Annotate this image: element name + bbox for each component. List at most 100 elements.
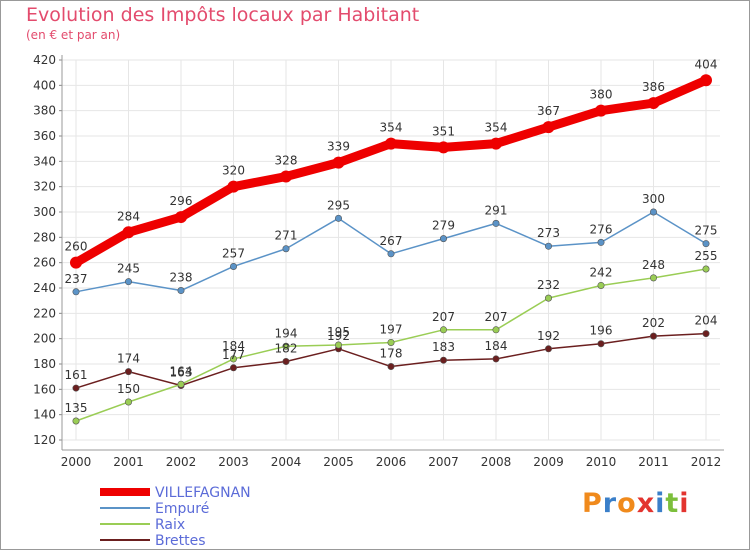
series: [70, 74, 712, 425]
data-label-brettes: 184: [485, 339, 508, 353]
y-tick-label: 260: [33, 256, 56, 270]
axes: 120 140 160 180 200 220 240 260 280 300 320 340 360 3…: [33, 53, 724, 469]
data-label-raix: 232: [537, 278, 560, 292]
y-tick-label: 400: [33, 78, 56, 92]
x-tick-label: 2012: [691, 455, 722, 469]
data-label-raix: 207: [432, 310, 455, 324]
y-tick-label: 300: [33, 205, 56, 219]
data-point-empure: [334, 214, 342, 222]
data-label-brettes: 174: [117, 352, 140, 366]
proxiti-logo: Proxiti: [582, 488, 690, 519]
data-label-brettes: 178: [380, 347, 403, 361]
data-point-raix: [387, 338, 395, 346]
data-label-brettes: 183: [432, 340, 455, 354]
data-label-raix: 242: [590, 265, 613, 279]
data-label-villefagnan: 380: [590, 88, 613, 102]
y-tick-label: 420: [33, 53, 56, 67]
data-label-brettes: 161: [65, 368, 88, 382]
data-point-brettes: [230, 364, 238, 372]
x-tick-label: 2001: [113, 455, 144, 469]
data-label-empure: 267: [380, 234, 403, 248]
data-point-brettes: [649, 332, 657, 340]
data-label-brettes: 163: [170, 366, 193, 380]
data-label-villefagnan: 284: [117, 209, 140, 223]
data-label-raix: 248: [642, 258, 665, 272]
data-label-raix: 184: [222, 339, 245, 353]
data-point-villefagnan: [385, 137, 397, 150]
y-tick-label: 220: [33, 306, 56, 320]
x-tick-label: 2010: [586, 455, 617, 469]
data-label-raix: 195: [327, 325, 350, 339]
y-tick-label: 320: [33, 180, 56, 194]
data-point-empure: [125, 278, 133, 286]
data-point-raix: [439, 326, 447, 334]
data-label-empure: 276: [590, 222, 613, 236]
y-tick-label: 240: [33, 281, 56, 295]
data-point-empure: [72, 288, 80, 296]
y-tick-label: 280: [33, 230, 56, 244]
data-label-raix: 255: [695, 249, 718, 263]
data-label-villefagnan: 339: [327, 140, 350, 154]
data-label-empure: 275: [695, 224, 718, 238]
x-tick-label: 2004: [271, 455, 302, 469]
data-label-raix: 150: [117, 382, 140, 396]
data-point-villefagnan: [700, 74, 712, 87]
data-point-raix: [72, 417, 80, 425]
data-point-villefagnan: [595, 104, 607, 117]
data-point-raix: [125, 398, 133, 406]
data-point-empure: [597, 238, 605, 246]
data-point-raix: [649, 274, 657, 282]
data-label-brettes: 202: [642, 316, 665, 330]
data-point-raix: [702, 265, 710, 273]
y-tick-label: 340: [33, 154, 56, 168]
data-point-raix: [177, 380, 185, 388]
x-tick-label: 2005: [323, 455, 354, 469]
data-labels: 161 174 163 177 182 192 178 183 184 192 196 202 204 1…: [65, 57, 718, 415]
data-label-empure: 271: [275, 229, 298, 243]
data-point-empure: [439, 235, 447, 243]
y-tick-label: 160: [33, 382, 56, 396]
data-point-empure: [177, 287, 185, 295]
data-point-villefagnan: [490, 137, 502, 150]
data-label-villefagnan: 404: [695, 57, 718, 71]
y-tick-label: 180: [33, 357, 56, 371]
y-tick-label: 140: [33, 408, 56, 422]
data-label-villefagnan: 351: [432, 124, 455, 138]
data-label-brettes: 204: [695, 314, 718, 328]
data-label-villefagnan: 320: [222, 164, 245, 178]
legend-label-empure: Empuré: [155, 501, 209, 517]
data-point-brettes: [125, 368, 133, 376]
data-label-brettes: 177: [222, 348, 245, 362]
data-point-empure: [544, 242, 552, 250]
x-tick-label: 2000: [61, 455, 92, 469]
data-label-empure: 245: [117, 262, 140, 276]
data-point-raix: [492, 326, 500, 334]
data-label-raix: 207: [485, 310, 508, 324]
data-label-empure: 295: [327, 198, 350, 212]
y-tick-label: 380: [33, 104, 56, 118]
data-label-empure: 279: [432, 219, 455, 233]
data-label-empure: 273: [537, 226, 560, 240]
x-tick-label: 2011: [638, 455, 669, 469]
data-point-villefagnan: [332, 156, 345, 169]
data-label-empure: 291: [485, 203, 508, 217]
data-label-villefagnan: 296: [170, 194, 193, 208]
y-tick-label: 200: [33, 332, 56, 346]
data-label-empure: 300: [642, 192, 665, 206]
data-point-villefagnan: [70, 256, 82, 269]
data-point-villefagnan: [175, 211, 187, 224]
data-label-villefagnan: 328: [275, 154, 298, 168]
data-point-brettes: [492, 355, 500, 363]
data-label-villefagnan: 260: [65, 240, 88, 254]
data-point-empure: [649, 208, 657, 216]
data-point-brettes: [702, 330, 710, 338]
y-tick-label: 360: [33, 129, 56, 143]
data-label-brettes: 196: [590, 324, 613, 338]
data-point-empure: [702, 240, 710, 248]
data-point-empure: [230, 262, 238, 270]
x-tick-label: 2003: [218, 455, 249, 469]
grid: [62, 59, 720, 441]
data-label-brettes: 182: [275, 341, 298, 355]
